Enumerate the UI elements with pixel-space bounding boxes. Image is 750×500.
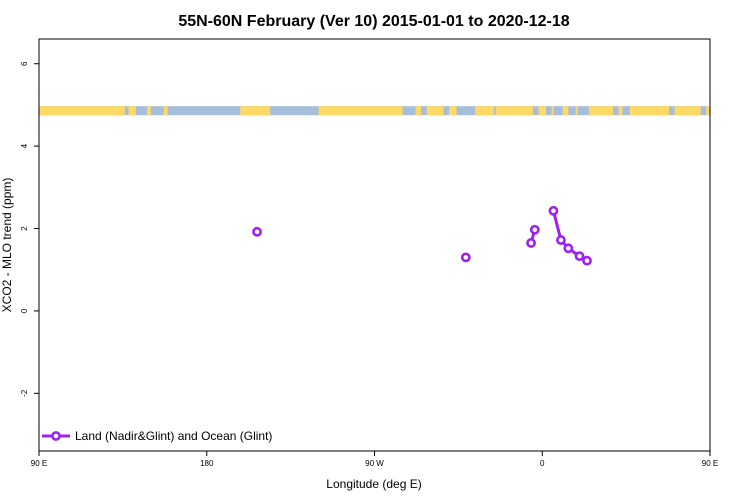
land-segment: [562, 106, 569, 116]
legend: Land (Nadir&Glint) and Ocean (Glint): [42, 429, 272, 443]
land-segment: [551, 106, 554, 116]
land-ocean-band: [39, 106, 710, 116]
land-segment: [495, 106, 533, 116]
x-tick-label: 0: [540, 459, 545, 468]
plot-frame: [38, 38, 711, 452]
y-axis-label: XCO2 - MLO trend (ppm): [0, 178, 14, 313]
x-axis-label: Longitude (deg E): [326, 477, 421, 491]
x-axis: 90 E 180 90 W 0 90 E: [31, 451, 718, 468]
land-segment: [39, 106, 125, 116]
land-segment: [449, 106, 457, 116]
x-tick-label: 90 E: [702, 459, 718, 468]
data-point: [563, 243, 574, 254]
land-segment: [240, 106, 271, 116]
y-axis: -2 0 2 4 6: [20, 61, 39, 397]
data-point: [555, 235, 566, 245]
data-point: [574, 251, 585, 262]
series-layer: [252, 205, 592, 266]
land-segment: [163, 106, 168, 116]
land-segment: [588, 106, 614, 116]
data-point: [460, 252, 471, 263]
data-point: [548, 205, 559, 216]
land-segment: [538, 106, 546, 116]
data-point: [526, 238, 536, 248]
data-point: [582, 255, 592, 266]
y-tick-label: 4: [20, 143, 29, 148]
y-tick-label: 0: [20, 308, 29, 313]
land-segment: [575, 106, 578, 116]
y-tick-label: 2: [20, 226, 29, 231]
y-tick-label: 6: [20, 61, 29, 66]
legend-label: Land (Nadir&Glint) and Ocean (Glint): [75, 429, 272, 443]
land-segment: [415, 106, 422, 116]
legend-marker: [51, 431, 61, 441]
land-segment: [147, 106, 151, 116]
land-segment: [629, 106, 669, 116]
data-point: [252, 226, 262, 237]
land-segment: [318, 106, 403, 116]
y-tick-label: -2: [20, 389, 29, 397]
x-tick-label: 90 W: [365, 459, 384, 468]
land-segment: [426, 106, 444, 116]
land-segment: [128, 106, 136, 116]
land-segment: [475, 106, 494, 116]
land-segment: [618, 106, 623, 116]
chart-title: 55N-60N February (Ver 10) 2015-01-01 to …: [178, 13, 569, 30]
land-segment: [706, 106, 710, 116]
data-point: [529, 224, 540, 235]
land-segment: [674, 106, 701, 116]
x-tick-label: 180: [200, 459, 214, 468]
x-tick-label: 90 E: [31, 459, 47, 468]
